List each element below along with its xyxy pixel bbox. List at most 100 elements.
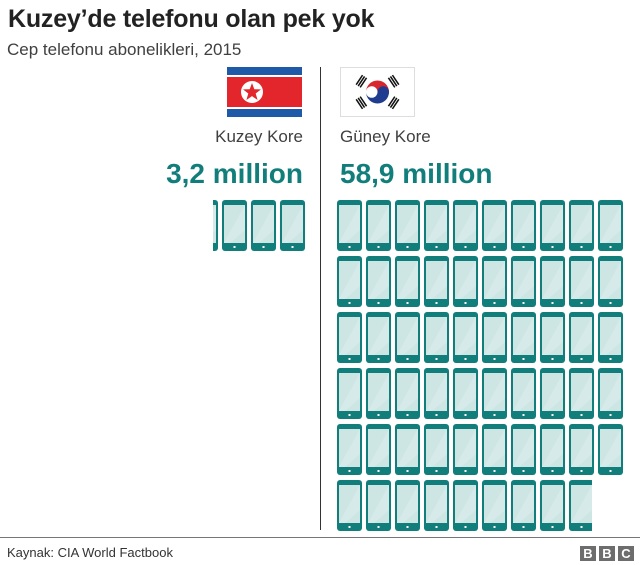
phone-icon bbox=[569, 368, 594, 419]
phone-icon bbox=[453, 480, 478, 531]
phone-icon bbox=[424, 368, 449, 419]
phone-icon bbox=[453, 424, 478, 475]
phone-icon bbox=[337, 368, 362, 419]
phone-icon bbox=[337, 424, 362, 475]
phone-icon bbox=[453, 480, 478, 531]
phone-icon bbox=[511, 312, 536, 363]
phone-icon bbox=[453, 200, 478, 251]
phone-icon bbox=[280, 200, 305, 251]
phone-icon bbox=[540, 424, 565, 475]
value-south-korea: 58,9 million bbox=[340, 158, 493, 189]
phone-icon bbox=[424, 200, 449, 251]
chart-title: Kuzey’de telefonu olan pek yok bbox=[8, 5, 375, 33]
phone-icon bbox=[598, 368, 623, 419]
phone-icon bbox=[424, 480, 449, 531]
south-korea-flag-icon bbox=[340, 67, 415, 117]
phone-icon bbox=[511, 200, 536, 251]
phone-icon bbox=[366, 256, 391, 307]
phone-icon bbox=[482, 480, 507, 531]
phone-icon bbox=[511, 424, 536, 475]
phone-icon bbox=[482, 256, 507, 307]
phone-icon bbox=[540, 312, 565, 363]
phone-icon bbox=[540, 256, 565, 307]
phone-icon bbox=[395, 368, 420, 419]
phone-icon bbox=[453, 424, 478, 475]
phone-icon bbox=[395, 480, 420, 531]
phone-icon bbox=[540, 368, 565, 419]
phone-icon bbox=[424, 312, 449, 363]
phone-icon bbox=[598, 424, 623, 475]
phone-icon bbox=[482, 312, 507, 363]
phone-icon bbox=[424, 256, 449, 307]
chart-subtitle: Cep telefonu abonelikleri, 2015 bbox=[7, 40, 242, 59]
phone-icon bbox=[540, 256, 565, 307]
phone-icon bbox=[395, 200, 420, 251]
phone-icon bbox=[395, 256, 420, 307]
phone-icon bbox=[222, 200, 247, 251]
bbc-logo-letter: C bbox=[618, 546, 634, 561]
phone-icon bbox=[540, 312, 565, 363]
phone-icon bbox=[598, 200, 623, 251]
phone-icon bbox=[569, 368, 594, 419]
phone-icon bbox=[424, 480, 449, 531]
phone-icon bbox=[482, 424, 507, 475]
phone-icon bbox=[511, 368, 536, 419]
phone-icon bbox=[598, 424, 623, 475]
phone-icon bbox=[569, 480, 592, 531]
phone-icon bbox=[598, 256, 623, 307]
phone-icon bbox=[395, 312, 420, 363]
phone-icon bbox=[540, 200, 565, 251]
phone-icon bbox=[424, 424, 449, 475]
phone-icon bbox=[337, 256, 362, 307]
phone-icon bbox=[366, 424, 391, 475]
phone-icon bbox=[337, 424, 362, 475]
phone-icon bbox=[482, 368, 507, 419]
phone-icon bbox=[366, 368, 391, 419]
phone-icon bbox=[598, 368, 623, 419]
value-north-korea: 3,2 million bbox=[166, 158, 303, 189]
phone-icon bbox=[540, 480, 565, 531]
phone-icon bbox=[511, 424, 536, 475]
phone-icon bbox=[366, 368, 391, 419]
phone-icon bbox=[395, 312, 420, 363]
phone-icon bbox=[251, 200, 276, 251]
phone-icon bbox=[511, 256, 536, 307]
phone-icon bbox=[511, 200, 536, 251]
phone-icon bbox=[511, 256, 536, 307]
phone-icon bbox=[598, 256, 623, 307]
phone-icon bbox=[569, 200, 594, 251]
phone-icon bbox=[337, 200, 362, 251]
phone-icon bbox=[569, 312, 594, 363]
phone-icon bbox=[569, 480, 592, 531]
phone-icon bbox=[366, 256, 391, 307]
phone-icon bbox=[395, 200, 420, 251]
phone-icon bbox=[366, 200, 391, 251]
phone-icon bbox=[540, 424, 565, 475]
phone-icon bbox=[337, 368, 362, 419]
phone-icon bbox=[453, 256, 478, 307]
bbc-logo-letter: B bbox=[599, 546, 615, 561]
source-note: Kaynak: CIA World Factbook bbox=[7, 545, 173, 560]
phone-icon bbox=[424, 424, 449, 475]
footer-divider bbox=[0, 537, 640, 538]
phone-icon bbox=[482, 200, 507, 251]
phone-icon bbox=[511, 480, 536, 531]
phone-icon bbox=[482, 200, 507, 251]
phone-icon bbox=[366, 312, 391, 363]
phone-icon bbox=[569, 424, 594, 475]
bbc-logo: B B C bbox=[580, 546, 634, 561]
phone-icon bbox=[569, 256, 594, 307]
phone-icon bbox=[213, 200, 218, 251]
phone-icon bbox=[337, 200, 362, 251]
phone-icon bbox=[598, 312, 623, 363]
phone-icon bbox=[569, 312, 594, 363]
phone-icon bbox=[213, 200, 218, 251]
phone-icon bbox=[424, 200, 449, 251]
phone-icon bbox=[222, 200, 247, 251]
phone-icon bbox=[366, 424, 391, 475]
phone-icon bbox=[569, 256, 594, 307]
phone-icon bbox=[337, 480, 362, 531]
phone-icon bbox=[280, 200, 305, 251]
phone-icon bbox=[395, 480, 420, 531]
phone-icon bbox=[511, 368, 536, 419]
